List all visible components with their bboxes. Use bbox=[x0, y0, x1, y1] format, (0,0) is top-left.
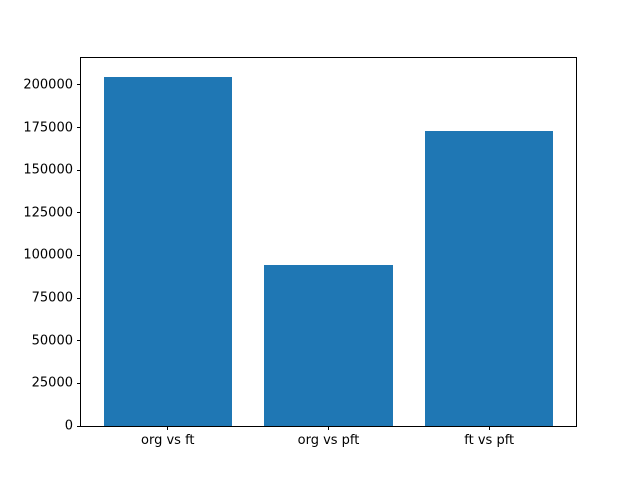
y-axis-tick-label: 125000 bbox=[23, 205, 73, 221]
x-axis-tick-label: org vs ft bbox=[141, 433, 195, 448]
y-axis-tick-label: 200000 bbox=[23, 77, 73, 93]
y-tick-mark bbox=[77, 340, 81, 342]
y-tick-mark bbox=[77, 254, 81, 256]
x-tick-mark bbox=[167, 426, 169, 430]
x-axis-tick-label: ft vs pft bbox=[464, 433, 515, 448]
bar-org-vs-ft bbox=[103, 77, 233, 426]
y-axis-tick-label: 0 bbox=[64, 418, 73, 434]
y-tick-mark bbox=[77, 212, 81, 214]
bar-ft-vs-pft bbox=[424, 131, 554, 426]
x-tick-mark bbox=[328, 426, 329, 430]
y-axis-tick-label: 100000 bbox=[23, 247, 73, 263]
y-axis-tick-label: 75000 bbox=[31, 290, 73, 306]
y-axis-tick-label: 25000 bbox=[31, 375, 73, 391]
y-tick-mark bbox=[77, 169, 81, 171]
x-tick-mark bbox=[488, 426, 490, 430]
y-tick-mark bbox=[77, 382, 81, 384]
bar-org-vs-pft bbox=[264, 264, 393, 426]
x-axis-tick-label: org vs pft bbox=[297, 433, 360, 448]
y-axis-tick-label: 175000 bbox=[23, 120, 73, 136]
y-axis-tick-label: 50000 bbox=[31, 333, 73, 349]
plot-area: 0 25000 50000 75000 100000 125000 150000 175000… bbox=[23, 57, 577, 447]
y-tick-mark bbox=[77, 127, 81, 129]
y-tick-mark bbox=[77, 84, 81, 86]
y-axis-tick-label: 150000 bbox=[23, 162, 73, 178]
y-tick-mark bbox=[77, 297, 81, 299]
y-tick-mark bbox=[77, 425, 81, 427]
